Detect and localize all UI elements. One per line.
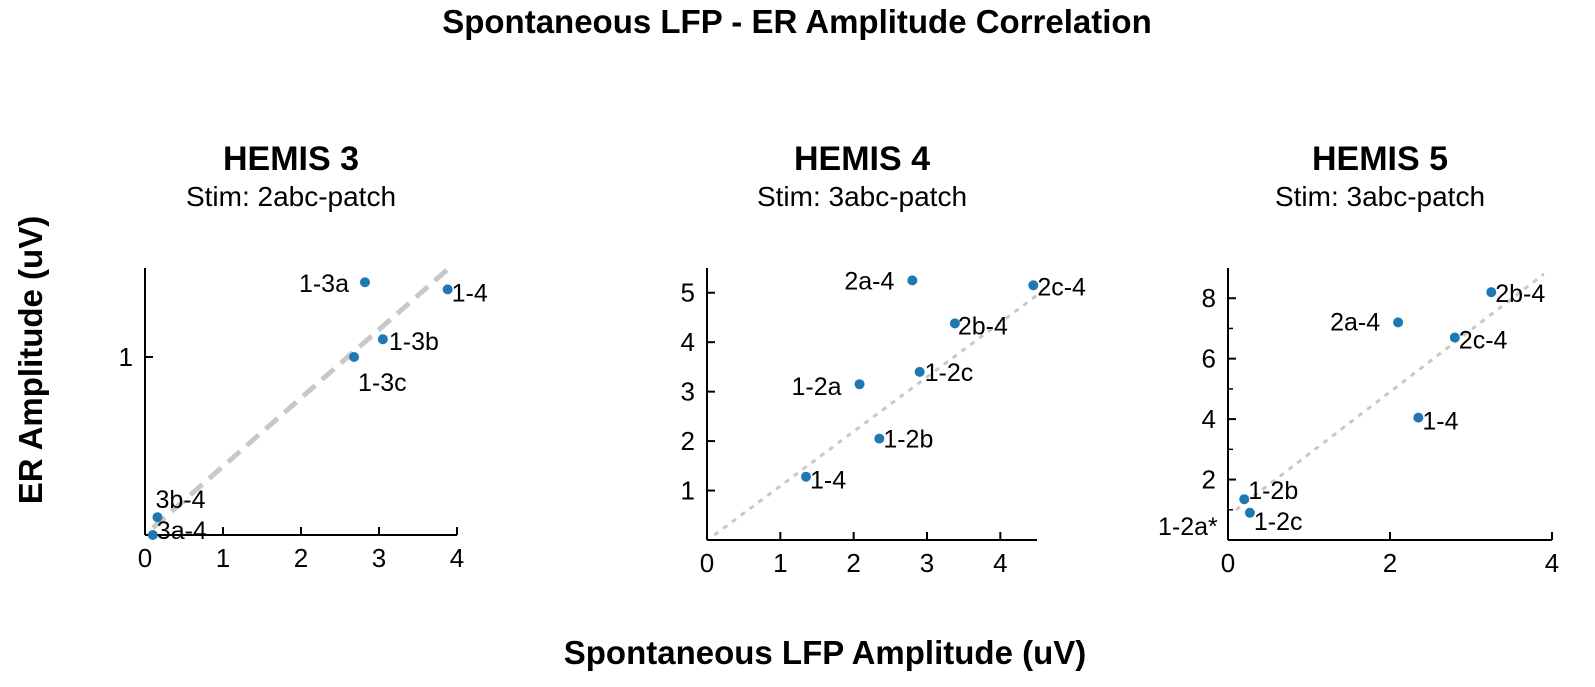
x-tick-label: 0 — [700, 548, 714, 578]
x-tick-label: 4 — [450, 543, 464, 573]
point-label: 2b-4 — [958, 312, 1008, 340]
x-tick-label: 4 — [993, 548, 1007, 578]
data-point — [359, 277, 370, 288]
y-axis-label: ER Amplitude (uV) — [12, 216, 49, 504]
point-label: 3a-4 — [157, 517, 207, 545]
data-point — [1393, 317, 1404, 328]
panel-title: HEMIS 5 — [1312, 140, 1448, 178]
panel-title: HEMIS 3 — [223, 140, 359, 178]
y-tick-label: 2 — [1202, 465, 1216, 495]
data-point — [801, 471, 811, 482]
point-label: 1-2b — [1248, 477, 1298, 505]
data-point — [377, 334, 388, 345]
fit-line — [713, 291, 1039, 537]
x-tick-label: 1 — [773, 548, 787, 578]
y-tick-label: 4 — [681, 327, 695, 357]
point-label: 1-3b — [389, 328, 439, 356]
point-label: 1-4 — [1422, 408, 1458, 436]
data-point — [949, 318, 960, 329]
x-tick-label: 3 — [372, 543, 386, 573]
y-tick-label: 8 — [1202, 283, 1216, 313]
data-point — [442, 284, 453, 295]
data-point — [1244, 507, 1255, 518]
point-label: 1-3c — [358, 369, 407, 397]
point-label: 2a-4 — [1330, 308, 1380, 336]
x-tick-label: 0 — [1221, 548, 1235, 578]
x-tick-label: 0 — [138, 543, 152, 573]
x-tick-label: 2 — [1383, 548, 1397, 578]
figure-title: Spontaneous LFP - ER Amplitude Correlati… — [442, 3, 1152, 40]
data-point — [854, 379, 865, 390]
data-point — [1449, 332, 1460, 343]
data-point — [147, 530, 158, 540]
point-label: 1-4 — [810, 467, 846, 495]
panel-subtitle: Stim: 3abc-patch — [757, 181, 967, 212]
panel-subtitle: Stim: 3abc-patch — [1275, 181, 1485, 212]
data-point — [152, 512, 163, 523]
x-tick-label: 2 — [294, 543, 308, 573]
data-point — [874, 433, 885, 444]
data-point — [1239, 494, 1250, 505]
x-tick-label: 3 — [920, 548, 934, 578]
data-point — [914, 366, 925, 377]
data-point — [907, 275, 918, 286]
point-label: 1-4 — [452, 279, 488, 307]
data-point — [1413, 412, 1424, 423]
point-label: 1-2a* — [1158, 513, 1218, 541]
data-point — [349, 352, 360, 362]
point-label: 1-2b — [883, 426, 933, 454]
point-label: 1-2a — [792, 373, 842, 401]
point-label: 1-2c — [1254, 508, 1303, 536]
data-point — [1486, 287, 1497, 298]
fit-line — [1235, 272, 1545, 511]
x-axis-label: Spontaneous LFP Amplitude (uV) — [564, 634, 1087, 671]
x-tick-label: 1 — [216, 543, 230, 573]
panel-title: HEMIS 4 — [794, 140, 930, 178]
y-tick-label: 1 — [681, 476, 695, 506]
point-label: 2c-4 — [1459, 327, 1508, 355]
y-tick-label: 4 — [1202, 404, 1216, 434]
point-label: 3b-4 — [155, 486, 205, 514]
fit-line — [151, 266, 451, 530]
y-tick-label: 5 — [681, 278, 695, 308]
point-label: 2b-4 — [1495, 280, 1545, 308]
point-label: 2c-4 — [1037, 273, 1086, 301]
y-tick-label: 1 — [119, 342, 133, 372]
point-label: 2a-4 — [844, 267, 894, 295]
panel-subtitle: Stim: 2abc-patch — [186, 181, 396, 212]
x-tick-label: 2 — [846, 548, 860, 578]
y-tick-label: 3 — [681, 377, 695, 407]
point-label: 1-2c — [925, 359, 974, 387]
y-tick-label: 2 — [681, 426, 695, 456]
y-tick-label: 6 — [1202, 344, 1216, 374]
data-point — [1028, 280, 1039, 291]
point-label: 1-3a — [299, 270, 349, 298]
x-tick-label: 4 — [1545, 548, 1559, 578]
